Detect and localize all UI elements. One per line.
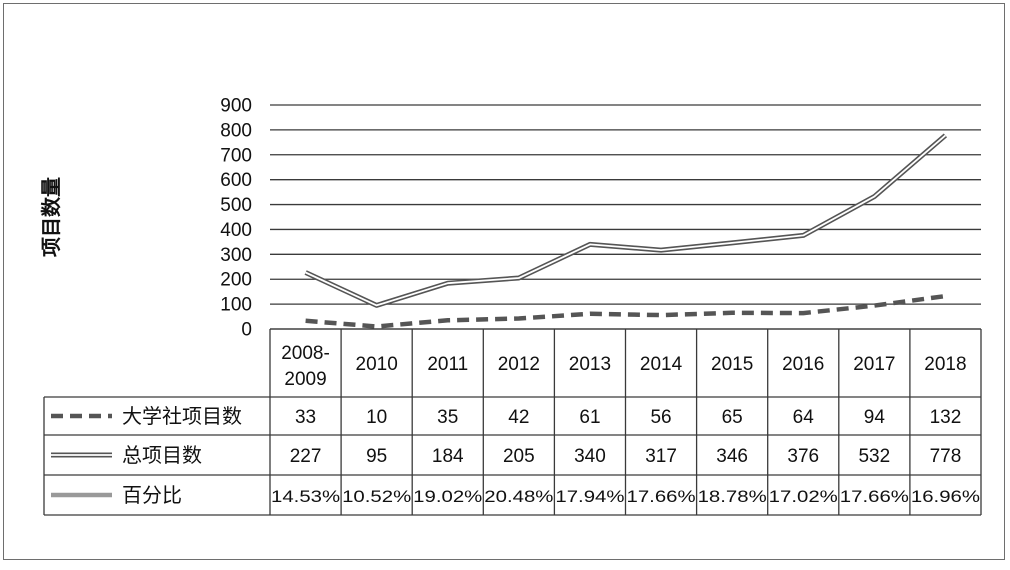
data-label: 17.02% — [769, 488, 838, 506]
legend-entry: 大学社项目数 — [122, 405, 242, 428]
data-label: 64 — [793, 407, 815, 428]
data-label: 19.02% — [413, 488, 482, 506]
data-label: 18.78% — [698, 488, 767, 506]
y-tick-label: 800 — [220, 120, 252, 141]
y-tick-label: 400 — [220, 220, 252, 241]
data-label: 42 — [508, 407, 529, 428]
data-label: 205 — [503, 446, 535, 467]
y-axis-label: 项目数量 — [39, 177, 63, 257]
y-tick-label: 300 — [220, 245, 252, 266]
data-label: 20.48% — [484, 488, 553, 506]
data-label: 317 — [645, 446, 677, 467]
category-label: 2013 — [569, 354, 611, 375]
category-label: 2011 — [427, 354, 468, 375]
data-label: 132 — [930, 407, 962, 428]
series-line-university — [306, 296, 946, 326]
data-label: 17.66% — [627, 488, 696, 506]
category-label: 2015 — [711, 354, 753, 375]
data-table: 2008-2009 2010 2011 2012 2013 2014 2015 2016 201… — [44, 329, 981, 515]
data-label: 14.53% — [271, 488, 340, 506]
y-tick-label: 600 — [220, 170, 252, 191]
y-axis-ticks: 0 100 200 300 400 500 600 700 800 900 — [220, 96, 252, 341]
data-label: 94 — [864, 407, 886, 428]
data-label: 17.66% — [840, 488, 909, 506]
data-label: 340 — [574, 446, 606, 467]
data-label: 376 — [787, 446, 819, 467]
series-lines — [305, 135, 945, 326]
category-label: 2012 — [498, 354, 540, 375]
data-label: 95 — [366, 446, 387, 467]
y-tick-label: 0 — [241, 320, 252, 341]
gridlines — [270, 105, 981, 329]
category-label: 2008-2009 — [281, 343, 330, 390]
data-label: 778 — [930, 446, 962, 467]
y-tick-label: 700 — [220, 145, 252, 166]
data-label: 10 — [366, 407, 387, 428]
legend-entry: 百分比 — [122, 484, 182, 507]
data-label: 532 — [858, 446, 890, 467]
category-label: 2017 — [853, 354, 895, 375]
data-label: 61 — [579, 407, 600, 428]
category-label: 2018 — [924, 354, 966, 375]
series-line-total-outer — [306, 135, 946, 305]
legend-entry: 总项目数 — [122, 444, 202, 467]
category-label: 2014 — [640, 354, 683, 375]
data-label: 10.52% — [342, 488, 411, 506]
data-label: 35 — [437, 407, 458, 428]
data-label: 184 — [432, 446, 464, 467]
data-label: 17.94% — [555, 488, 624, 506]
y-tick-label: 900 — [220, 96, 252, 117]
y-tick-label: 200 — [220, 270, 252, 291]
data-label: 346 — [716, 446, 748, 467]
data-label: 56 — [650, 407, 671, 428]
data-label: 227 — [290, 446, 322, 467]
data-label: 65 — [722, 407, 743, 428]
category-label: 2010 — [356, 354, 398, 375]
series-line-total-inner — [306, 135, 946, 305]
data-label: 33 — [295, 407, 316, 428]
y-tick-label: 500 — [220, 195, 252, 216]
data-label: 16.96% — [911, 488, 980, 506]
category-label: 2016 — [782, 354, 824, 375]
y-tick-label: 100 — [220, 295, 252, 316]
